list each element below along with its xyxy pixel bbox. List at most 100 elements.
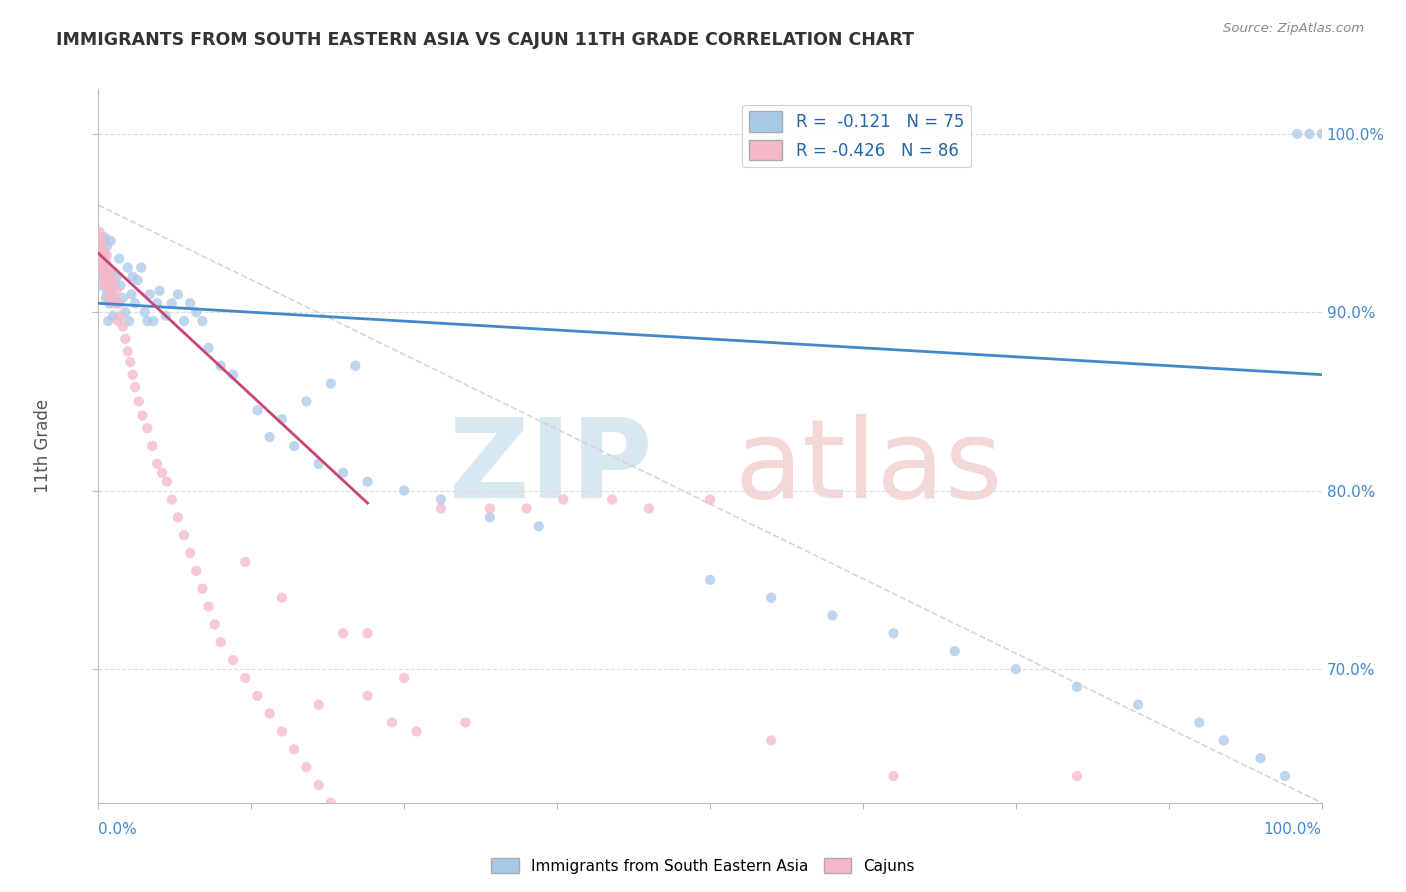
Point	[381, 715, 404, 730]
Point	[93, 230, 115, 244]
Point	[103, 278, 125, 293]
Point	[356, 475, 378, 489]
Point	[141, 439, 163, 453]
Point	[270, 412, 294, 426]
Point	[131, 409, 153, 423]
Point	[93, 278, 115, 293]
Point	[89, 278, 111, 293]
Point	[1128, 698, 1150, 712]
Point	[146, 457, 169, 471]
Point	[91, 237, 114, 252]
Point	[233, 555, 256, 569]
Point	[222, 368, 245, 382]
Point	[96, 284, 118, 298]
Point	[943, 644, 966, 658]
Point	[344, 359, 367, 373]
Point	[332, 466, 354, 480]
Point	[128, 394, 150, 409]
Point	[124, 380, 146, 394]
Point	[114, 332, 136, 346]
Point	[139, 287, 162, 301]
Point	[259, 706, 281, 721]
Point	[270, 724, 294, 739]
Point	[97, 260, 120, 275]
Point	[93, 248, 115, 262]
Point	[121, 269, 143, 284]
Point	[270, 591, 294, 605]
Point	[120, 287, 142, 301]
Point	[101, 296, 124, 310]
Point	[149, 284, 172, 298]
Point	[209, 635, 232, 649]
Point	[98, 291, 121, 305]
Point	[100, 284, 122, 298]
Point	[120, 355, 142, 369]
Point	[91, 266, 114, 280]
Point	[89, 225, 111, 239]
Point	[356, 689, 378, 703]
Point	[233, 671, 256, 685]
Point	[91, 268, 114, 282]
Point	[134, 305, 156, 319]
Point	[295, 760, 318, 774]
Point	[430, 492, 453, 507]
Point	[97, 314, 120, 328]
Point	[454, 715, 477, 730]
Point	[146, 296, 169, 310]
Point	[94, 273, 117, 287]
Point	[173, 528, 195, 542]
Point	[761, 733, 783, 747]
Point	[107, 296, 129, 310]
Point	[103, 291, 125, 305]
Point	[150, 466, 173, 480]
Point	[295, 394, 318, 409]
Point	[1298, 127, 1320, 141]
Point	[100, 266, 122, 280]
Point	[94, 255, 117, 269]
Text: ZIP: ZIP	[450, 414, 652, 521]
Point	[638, 501, 661, 516]
Point	[1066, 769, 1088, 783]
Point	[430, 501, 453, 516]
Point	[98, 296, 121, 310]
Point	[283, 742, 305, 756]
Point	[478, 510, 501, 524]
Point	[111, 291, 134, 305]
Point	[392, 671, 416, 685]
Point	[91, 248, 114, 262]
Point	[100, 266, 122, 280]
Point	[90, 255, 112, 269]
Point	[98, 273, 121, 287]
Legend: Immigrants from South Eastern Asia, Cajuns: Immigrants from South Eastern Asia, Caju…	[485, 852, 921, 880]
Point	[527, 519, 550, 533]
Point	[1004, 662, 1026, 676]
Point	[90, 260, 112, 275]
Point	[173, 314, 195, 328]
Point	[308, 698, 330, 712]
Point	[308, 778, 330, 792]
Point	[699, 573, 721, 587]
Point	[136, 421, 159, 435]
Point	[110, 278, 132, 293]
Point	[136, 314, 159, 328]
Point	[167, 510, 190, 524]
Point	[91, 243, 114, 257]
Legend: R =  -0.121   N = 75, R = -0.426   N = 86: R = -0.121 N = 75, R = -0.426 N = 86	[742, 104, 970, 167]
Point	[96, 266, 118, 280]
Point	[87, 243, 110, 257]
Point	[156, 475, 179, 489]
Point	[179, 546, 201, 560]
Point	[283, 439, 305, 453]
Point	[1188, 715, 1211, 730]
Text: 11th Grade: 11th Grade	[34, 399, 52, 493]
Point	[97, 278, 120, 293]
Point	[101, 287, 124, 301]
Point	[1249, 751, 1271, 765]
Point	[883, 769, 905, 783]
Point	[91, 248, 114, 262]
Point	[1286, 127, 1309, 141]
Point	[108, 296, 131, 310]
Point	[821, 608, 844, 623]
Point	[246, 689, 269, 703]
Point	[204, 617, 226, 632]
